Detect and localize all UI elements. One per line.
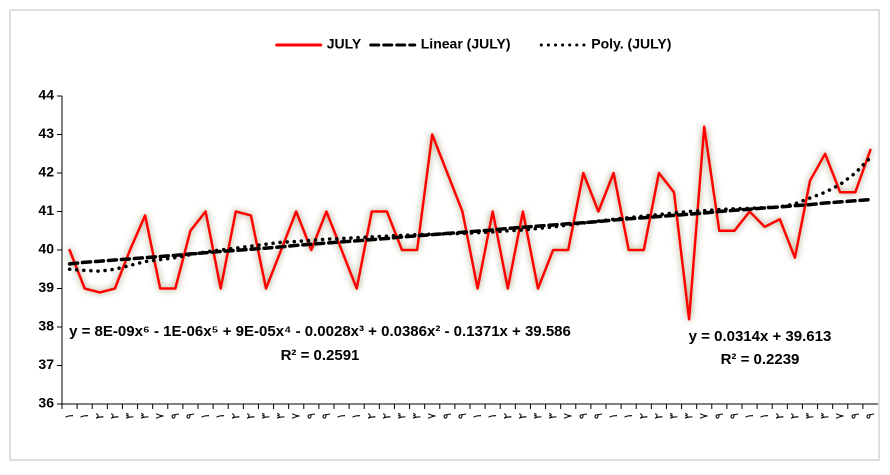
x-tick-label: ١ [757, 413, 771, 419]
poly-r2: R² = 0.2591 [281, 347, 360, 364]
x-tick-label: ٣ [410, 412, 424, 419]
y-tick-label: 42 [38, 164, 54, 180]
x-tick-label: ٣ [123, 412, 137, 419]
x-tick-label: ١ [606, 413, 620, 419]
x-tick-label: ٣ [259, 412, 273, 419]
x-tick-label: ٧ [425, 412, 439, 419]
y-tick-label: 37 [38, 356, 54, 372]
x-tick-label: ١ [334, 413, 348, 419]
x-tick-label: ٢ [787, 413, 801, 419]
x-tick-label: ١ [198, 413, 212, 419]
x-tick-label: ٩ [848, 413, 862, 419]
x-tick-label: ٧ [153, 412, 167, 419]
x-tick-label: ٢ [364, 413, 378, 419]
x-tick-label: ١ [470, 413, 484, 419]
x-tick-label: ٢ [651, 413, 665, 419]
x-tick-label: ١ [742, 413, 756, 419]
x-tick-label: ١ [485, 413, 499, 419]
x-tick-label: ٩ [727, 413, 741, 419]
x-tick-label: ٩ [591, 413, 605, 419]
x-tick-label: ٢ [636, 413, 650, 419]
legend-label: Poly. (JULY) [591, 36, 671, 52]
linear-r2: R² = 0.2239 [721, 351, 800, 368]
x-tick-label: ٣ [395, 412, 409, 419]
linear-equation: y = 0.0314x + 39.613 [689, 328, 832, 345]
x-tick-label: ٩ [319, 413, 333, 419]
y-tick-label: 40 [38, 241, 54, 257]
x-tick-label: ٩ [183, 413, 197, 419]
x-tick-label: ٢ [772, 413, 786, 419]
x-tick-label: ١ [77, 413, 91, 419]
x-tick-label: ١ [213, 413, 227, 419]
x-tick-label: ٢ [515, 413, 529, 419]
x-tick-label: ٩ [168, 413, 182, 419]
x-tick-label: ٢ [228, 413, 242, 419]
x-tick-label: ٢ [107, 413, 121, 419]
x-tick-label: ١ [62, 413, 76, 419]
legend-label: Linear (JULY) [421, 36, 511, 52]
x-tick-label: ٣ [682, 412, 696, 419]
x-tick-label: ٣ [274, 412, 288, 419]
x-tick-label: ٢ [243, 413, 257, 419]
x-tick-label: ١ [621, 413, 635, 419]
y-tick-label: 43 [38, 125, 54, 141]
x-tick-label: ٧ [833, 412, 847, 419]
poly-equation: y = 8E-09x⁶ - 1E-06x⁵ + 9E-05x⁴ - 0.0028… [69, 323, 571, 340]
x-tick-label: ٧ [697, 412, 711, 419]
x-tick-label: ٩ [576, 413, 590, 419]
x-tick-label: ١ [349, 413, 363, 419]
y-tick-label: 36 [38, 395, 54, 411]
y-tick-label: 39 [38, 279, 54, 295]
x-tick-label: ٣ [531, 412, 545, 419]
x-tick-label: ٩ [863, 413, 877, 419]
x-tick-label: ٧ [561, 412, 575, 419]
y-tick-label: 41 [38, 202, 54, 218]
x-tick-label: ٣ [803, 412, 817, 419]
x-tick-label: ٣ [667, 412, 681, 419]
x-tick-label: ٢ [500, 413, 514, 419]
legend: JULY Linear (JULY) Poly. (JULY) [275, 36, 671, 52]
series-line [67, 155, 873, 273]
x-tick-label: ٢ [92, 413, 106, 419]
x-tick-label: ٣ [546, 412, 560, 419]
series-line [68, 125, 872, 321]
x-tick-label: ٣ [138, 412, 152, 419]
x-tick-label: ٣ [818, 412, 832, 419]
legend-label: JULY [327, 36, 362, 52]
y-tick-label: 44 [38, 87, 54, 103]
x-tick-label: ٩ [455, 413, 469, 419]
x-tick-label: ٩ [440, 413, 454, 419]
y-tick-label: 38 [38, 318, 54, 334]
x-tick-label: ٢ [379, 413, 393, 419]
x-tick-label: ٧ [289, 412, 303, 419]
x-tick-label: ٩ [304, 413, 318, 419]
x-tick-label: ٩ [712, 413, 726, 419]
